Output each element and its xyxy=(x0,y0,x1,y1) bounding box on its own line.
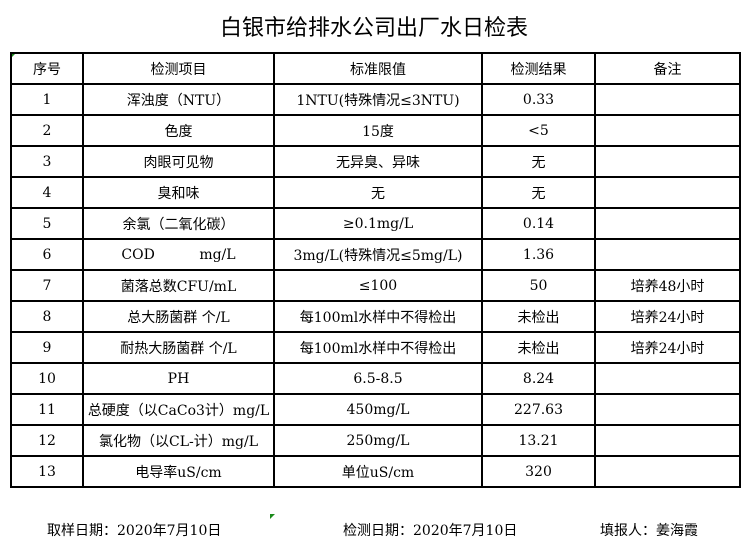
test-item-cell: PH xyxy=(82,362,275,395)
row-number-cell: 2 xyxy=(10,114,84,147)
remark-cell: 培养24小时 xyxy=(594,300,741,333)
test-item-cell: 氯化物（以CL-计）mg/L xyxy=(82,424,275,457)
header-cell: 序号 xyxy=(10,52,84,85)
remark-cell xyxy=(594,424,741,457)
row-number-cell: 11 xyxy=(10,393,84,426)
row-number-cell: 13 xyxy=(10,455,84,488)
row-number-cell: 9 xyxy=(10,331,84,364)
standard-limit-cell: 6.5-8.5 xyxy=(273,362,483,395)
page-title: 白银市给排水公司出厂水日检表 xyxy=(219,16,528,41)
test-item-cell: 臭和味 xyxy=(82,176,275,209)
standard-limit-cell: 单位uS/cm xyxy=(273,455,483,488)
test-item-cell: 总大肠菌群 个/L xyxy=(82,300,275,333)
test-result-cell: 8.24 xyxy=(481,362,596,395)
test-item-cell: 菌落总数CFU/mL xyxy=(82,269,275,302)
test-result-cell: 50 xyxy=(481,269,596,302)
table-row: 10 PH 6.5-8.5 8.24 xyxy=(10,362,741,395)
remark-cell xyxy=(594,83,741,116)
row-number-cell: 12 xyxy=(10,424,84,457)
remark-cell xyxy=(594,362,741,395)
table-row: 8 总大肠菌群 个/L 每100ml水样中不得检出 未检出 培养24小时 xyxy=(10,300,741,333)
table-row: 12 氯化物（以CL-计）mg/L 250mg/L 13.21 xyxy=(10,424,741,457)
row-number-cell: 6 xyxy=(10,238,84,271)
remark-cell xyxy=(594,238,741,271)
table-row: 11 总硬度（以CaCo3计）mg/L 450mg/L 227.63 xyxy=(10,393,741,426)
standard-limit-cell: ≤100 xyxy=(273,269,483,302)
test-result-cell: 0.33 xyxy=(481,83,596,116)
test-result-cell: 无 xyxy=(481,176,596,209)
row-number-cell: 10 xyxy=(10,362,84,395)
table-row: 4 臭和味无无 xyxy=(10,176,741,209)
test-item-cell: 耐热大肠菌群 个/L xyxy=(82,331,275,364)
test-item-cell: 色度 xyxy=(82,114,275,147)
test-date: 检测日期：2020年7月10日 xyxy=(343,523,518,539)
header-cell: 检测结果 xyxy=(481,52,596,85)
test-result-cell: 320 xyxy=(481,455,596,488)
row-number-cell: 4 xyxy=(10,176,84,209)
test-result-cell: <5 xyxy=(481,114,596,147)
test-result-cell: 0.14 xyxy=(481,207,596,240)
standard-limit-cell: 1NTU(特殊情况≤3NTU) xyxy=(273,83,483,116)
standard-limit-cell: 3mg/L(特殊情况≤5mg/L) xyxy=(273,238,483,271)
row-number-cell: 3 xyxy=(10,145,84,178)
standard-limit-cell: 每100ml水样中不得检出 xyxy=(273,331,483,364)
test-item-cell: 总硬度（以CaCo3计）mg/L xyxy=(82,393,275,426)
table-row: 5 余氯（二氧化碳） ≥0.1mg/L 0.14 xyxy=(10,207,741,240)
remark-cell: 培养24小时 xyxy=(594,331,741,364)
test-result-cell: 未检出 xyxy=(481,331,596,364)
standard-limit-cell: 250mg/L xyxy=(273,424,483,457)
remark-cell xyxy=(594,114,741,147)
test-item-cell: 浑浊度（NTU） xyxy=(82,83,275,116)
standard-limit-cell: 每100ml水样中不得检出 xyxy=(273,300,483,333)
header-cell: 标准限值 xyxy=(273,52,483,85)
sampling-date: 取样日期：2020年7月10日 xyxy=(47,523,222,539)
table-row: 6 COD mg/L 3mg/L(特殊情况≤5mg/L) 1.36 xyxy=(10,238,741,271)
row-number-cell: 7 xyxy=(10,269,84,302)
standard-limit-cell: 无 xyxy=(273,176,483,209)
standard-limit-cell: 无异臭、异味 xyxy=(273,145,483,178)
test-result-cell: 未检出 xyxy=(481,300,596,333)
standard-limit-cell: 15度 xyxy=(273,114,483,147)
header-row: 序号 检测项目 标准限值 检测结果 备注 xyxy=(10,52,741,85)
inspection-table: 序号 检测项目 标准限值 检测结果 备注 1 浑浊度（NTU） 1NTU(特殊情况≤… xyxy=(10,52,741,488)
remark-cell xyxy=(594,176,741,209)
test-result-cell: 13.21 xyxy=(481,424,596,457)
row-number-cell: 5 xyxy=(10,207,84,240)
test-result-cell: 1.36 xyxy=(481,238,596,271)
remark-cell xyxy=(594,207,741,240)
table-row: 1 浑浊度（NTU） 1NTU(特殊情况≤3NTU) 0.33 xyxy=(10,83,741,116)
cell-marker xyxy=(270,514,275,519)
table-row: 2 色度 15度 <5 xyxy=(10,114,741,147)
remark-cell: 培养48小时 xyxy=(594,269,741,302)
row-number-cell: 1 xyxy=(10,83,84,116)
header-cell: 备注 xyxy=(594,52,741,85)
test-result-cell: 无 xyxy=(481,145,596,178)
table-row: 13 电导率uS/cm 单位uS/cm 320 xyxy=(10,455,741,488)
header-cell: 检测项目 xyxy=(82,52,275,85)
reporter: 填报人：姜海霞 xyxy=(600,523,698,539)
table-row: 3 肉眼可见物 无异臭、异味无 xyxy=(10,145,741,178)
test-item-cell: 肉眼可见物 xyxy=(82,145,275,178)
test-item-cell: 电导率uS/cm xyxy=(82,455,275,488)
remark-cell xyxy=(594,145,741,178)
remark-cell xyxy=(594,393,741,426)
test-item-cell: COD mg/L xyxy=(82,238,275,271)
row-number-cell: 8 xyxy=(10,300,84,333)
test-item-cell: 余氯（二氧化碳） xyxy=(82,207,275,240)
table-row: 9 耐热大肠菌群 个/L 每100ml水样中不得检出 未检出 培养24小时 xyxy=(10,331,741,364)
standard-limit-cell: 450mg/L xyxy=(273,393,483,426)
standard-limit-cell: ≥0.1mg/L xyxy=(273,207,483,240)
remark-cell xyxy=(594,455,741,488)
test-result-cell: 227.63 xyxy=(481,393,596,426)
table-row: 7 菌落总数CFU/mL ≤100 50 培养48小时 xyxy=(10,269,741,302)
